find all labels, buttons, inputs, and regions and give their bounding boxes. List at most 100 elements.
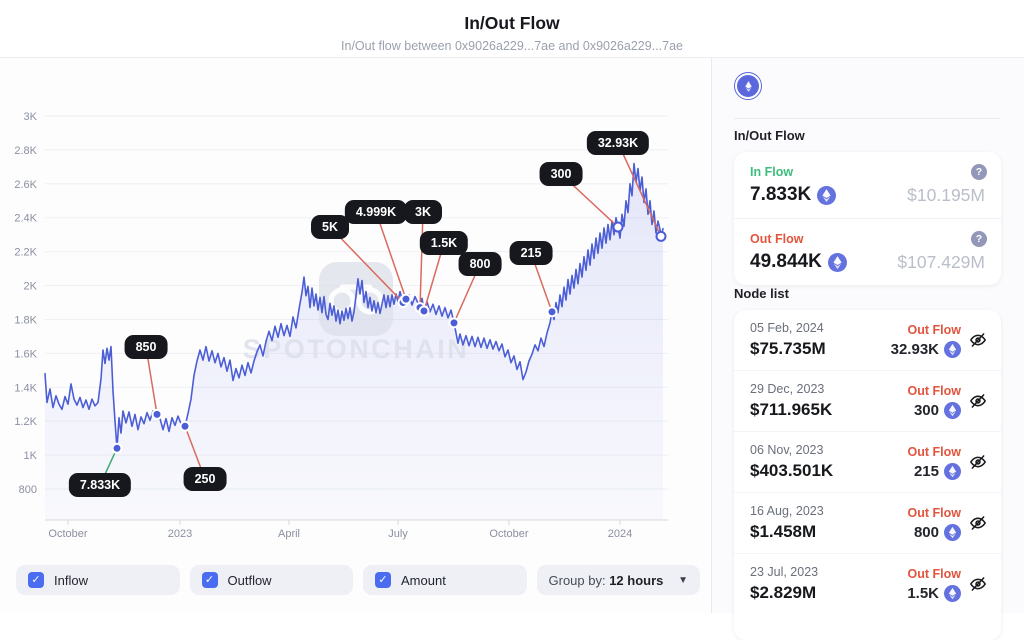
node-date: 16 Aug, 2023 [750,504,824,518]
checkbox-label: Inflow [54,572,88,588]
group-by-value: Group by: 12 hours [548,572,664,588]
hide-node-button[interactable] [969,392,989,410]
flow-direction-label: In Flow [750,165,794,179]
in-out-flow-card: In Flow 7.833K $10.195M ? Out Flow 49.844… [734,152,1001,285]
node-list-item[interactable]: 05 Feb, 2024 $75.735M Out Flow 32.93K [734,310,1001,370]
annotation-dot[interactable] [418,305,430,317]
node-list-item[interactable]: 29 Dec, 2023 $711.965K Out Flow 300 [734,370,1001,431]
flow-section-title: In/Out Flow [734,128,805,143]
chevron-down-icon: ▼ [678,574,688,586]
details-sidebar: In/Out Flow In Flow 7.833K $10.195M ? Out… [711,58,1024,640]
annotation-callout[interactable]: 3K [404,200,442,224]
hide-node-eye-slash-icon [969,577,987,591]
annotation-connector [329,226,404,304]
y-axis-tick-label: 1K [24,450,38,462]
node-amount: 1.5K [907,584,961,602]
node-amount: 215 [908,462,961,480]
filter-pill-inflow[interactable]: ✓ Inflow [16,565,180,595]
ethereum-coin-icon [944,401,961,419]
annotation-dot[interactable] [546,306,558,318]
annotation-dot[interactable] [448,317,460,329]
node-flow-direction: Out Flow [907,444,961,459]
node-usd-value: $711.965K [750,400,833,419]
ethereum-token-badge[interactable] [734,72,762,100]
annotation-callout[interactable]: 4.999K [344,200,408,224]
annotation-callout[interactable]: 7.833K [68,473,132,497]
x-axis-tick-label: July [388,528,408,540]
annotation-callout[interactable]: 1.5K [419,231,469,255]
flow-line-chart[interactable]: 3K 2.8K 2.6K 2.4K 2.2K 2K 1.8K 1.6K 1.4K 1.2K 1K 80… [0,58,710,548]
ethereum-coin-icon [817,185,837,205]
hide-node-button[interactable] [969,453,989,471]
ethereum-coin-icon [944,523,961,541]
annotation-dot[interactable] [151,408,163,420]
annotation-callout[interactable]: 300 [539,162,583,186]
checkbox-amount[interactable]: ✓ [375,572,391,588]
annotation-connector [375,211,407,300]
x-axis-tick-label: October [48,528,87,540]
checkbox-label: Amount [401,572,446,588]
node-usd-value: $75.735M [750,339,826,358]
chart-controls: ✓ Inflow ✓ Outflow ✓ Amount Group by: 12 ho… [16,565,700,595]
node-list-item[interactable]: 16 Aug, 2023 $1.458M Out Flow 800 [734,492,1001,553]
annotation-dot[interactable] [655,230,667,242]
hide-node-button[interactable] [969,514,989,532]
annotation-dot[interactable] [179,420,191,432]
y-axis-tick-label: 1.4K [14,382,37,394]
annotation-callout[interactable]: 250 [183,467,227,491]
filter-pill-outflow[interactable]: ✓ Outflow [189,565,353,595]
annotation-callout[interactable]: 5K [311,215,349,239]
sidebar-divider [734,118,1000,119]
page-header: In/Out Flow In/Out flow between 0x9026a2… [0,0,1024,58]
help-icon[interactable]: ? [971,231,987,247]
node-list-item[interactable]: 06 Nov, 2023 $403.501K Out Flow 215 [734,431,1001,492]
annotation-callout[interactable]: 800 [458,252,502,276]
group-by-dropdown[interactable]: Group by: 12 hours ▼ [536,565,700,595]
node-flow-direction: Out Flow [907,383,961,398]
help-icon[interactable]: ? [971,164,987,180]
y-axis-tick-label: 2.8K [14,145,37,157]
node-list-item[interactable]: 23 Jul, 2023 $2.829M Out Flow 1.5K [734,553,1001,614]
filter-pill-amount[interactable]: ✓ Amount [363,565,527,595]
page-title: In/Out Flow [464,13,560,33]
watermark-brand-text: SPOTONCHAIN [243,334,470,364]
node-amount: 800 [908,523,961,541]
ethereum-icon [737,75,759,97]
checkbox-outflow[interactable]: ✓ [201,572,218,588]
annotation-callout[interactable]: 32.93K [586,131,650,155]
flow-usd-value: $107.429M [897,251,985,272]
hide-node-button[interactable] [969,575,989,593]
y-axis-tick-label: 1.6K [14,348,37,360]
node-flow-direction: Out Flow [907,322,961,337]
node-amount: 300 [908,401,961,419]
annotation-connector [617,142,662,237]
flow-amount: 7.833K [750,184,837,206]
node-date: 06 Nov, 2023 [750,443,824,457]
y-axis-tick-label: 2K [24,281,38,293]
y-axis-tick-label: 3K [24,111,38,123]
annotation-dot[interactable] [612,221,624,233]
y-axis-tick-label: 2.6K [14,179,37,191]
annotation-callout[interactable]: 215 [509,241,553,265]
ethereum-coin-icon [944,462,961,480]
node-usd-value: $403.501K [750,461,834,480]
spotonchain-watermark: SPOTONCHAIN [243,262,470,364]
area-fill [45,163,663,520]
flow-amount: 49.844K [750,251,847,273]
x-axis-tick-label: October [489,528,528,540]
hide-node-button[interactable] [969,331,989,349]
checkbox-inflow[interactable]: ✓ [28,572,44,588]
annotation-callout[interactable]: 850 [124,335,168,359]
flow-summary-row: Out Flow 49.844K $107.429M ? [734,218,1001,285]
annotation-dot[interactable] [111,442,123,454]
ethereum-coin-icon [944,340,961,358]
flow-chart-panel: 3K 2.8K 2.6K 2.4K 2.2K 2K 1.8K 1.6K 1.4K 1.2K 1K 80… [0,58,710,613]
hide-node-eye-slash-icon [969,455,987,469]
node-flow-direction: Out Flow [907,566,961,581]
node-date: 29 Dec, 2023 [750,382,825,396]
page-subtitle: In/Out flow between 0x9026a229...7ae and… [341,39,683,53]
annotation-dot[interactable] [400,293,412,305]
ethereum-coin-icon [827,252,847,272]
node-flow-direction: Out Flow [907,505,961,520]
node-amount: 32.93K [891,340,961,358]
